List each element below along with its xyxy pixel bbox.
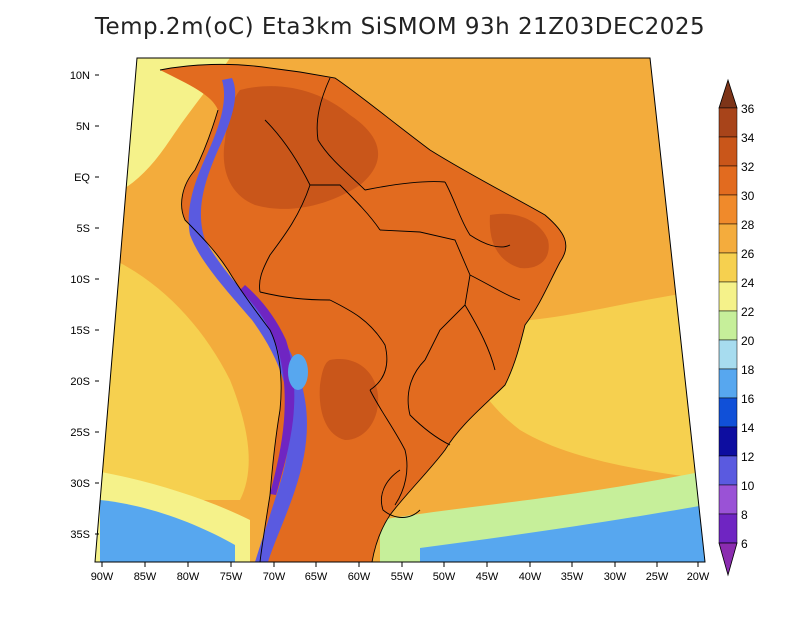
andes-core-coldest	[240, 285, 295, 495]
colorbar-label: 30	[741, 189, 755, 203]
colorbar-label: 10	[741, 479, 755, 493]
hot-region-chaco	[319, 359, 379, 440]
lon-label: 70W	[263, 571, 286, 583]
cold-water-atlantic	[420, 505, 705, 562]
lon-label: 25W	[646, 571, 669, 583]
colorbar-label: 28	[741, 218, 755, 232]
colorbar-swatch	[718, 426, 738, 457]
lat-label: 5S	[77, 223, 90, 235]
lon-label: 85W	[134, 571, 157, 583]
colorbar-label: 16	[741, 392, 755, 406]
lat-label: 10N	[70, 70, 90, 82]
map-frame	[94, 57, 706, 563]
colorbar-swatch	[718, 310, 738, 341]
colorbar-label: 32	[741, 160, 755, 174]
hot-region-amazon	[223, 86, 379, 209]
colorbar-swatch	[718, 252, 738, 283]
colorbar-swatch	[718, 368, 738, 399]
lon-label: 35W	[561, 571, 584, 583]
lon-label: 55W	[391, 571, 414, 583]
lon-label: 90W	[91, 571, 114, 583]
lon-label: 50W	[433, 571, 456, 583]
colorbar-bottom-arrow	[718, 542, 738, 577]
lon-label: 80W	[177, 571, 200, 583]
latitude-axis	[95, 74, 99, 535]
lat-label: EQ	[74, 172, 90, 184]
lon-label: 30W	[604, 571, 627, 583]
longitude-labels: 90W 85W 80W 75W 70W 65W 60W 55W 50W 45W …	[91, 571, 710, 583]
colorbar-label: 20	[741, 334, 755, 348]
colorbar-label: 26	[741, 247, 755, 261]
temperature-field	[95, 58, 705, 562]
colorbar-swatch	[718, 165, 738, 196]
colorbar-label: 24	[741, 276, 755, 290]
altiplano-cool-spot	[288, 354, 308, 390]
colorbar: 36 34 32 30 28 26 24 22 20 18 16 14 12 1…	[718, 78, 755, 577]
colorbar-label: 18	[741, 363, 755, 377]
colorbar-swatch	[718, 281, 738, 312]
colorbar-label: 36	[741, 102, 755, 116]
colorbar-swatch	[718, 339, 738, 370]
colorbar-swatch	[718, 194, 738, 225]
colorbar-label: 22	[741, 305, 755, 319]
colorbar-swatch	[718, 455, 738, 486]
country-borders	[159, 63, 567, 562]
colorbar-top-arrow	[718, 78, 738, 109]
lat-label: 20S	[70, 376, 90, 388]
colorbar-swatch	[718, 107, 738, 138]
lat-label: 15S	[70, 325, 90, 337]
colorbar-swatch	[718, 223, 738, 254]
lat-label: 30S	[70, 478, 90, 490]
ocean-pacific-band	[95, 250, 249, 500]
lon-label: 40W	[519, 571, 542, 583]
colorbar-swatch	[718, 513, 738, 544]
colorbar-swatch	[718, 397, 738, 428]
lat-label: 25S	[70, 427, 90, 439]
lat-label: 10S	[70, 274, 90, 286]
lon-label: 20W	[687, 571, 710, 583]
colorbar-swatch	[718, 484, 738, 515]
colorbar-swatch	[718, 136, 738, 167]
hot-region-northeast	[489, 213, 549, 269]
colorbar-label: 34	[741, 131, 755, 145]
ocean-atlantic-band	[460, 290, 705, 480]
colorbar-label: 6	[741, 537, 748, 551]
colorbar-label: 8	[741, 508, 748, 522]
lat-label: 35S	[70, 529, 90, 541]
longitude-axis	[101, 562, 699, 567]
cold-water-pacific	[100, 500, 235, 562]
lat-label: 5N	[76, 121, 90, 133]
lon-label: 65W	[305, 571, 328, 583]
colorbar-label: 12	[741, 450, 755, 464]
lon-label: 75W	[220, 571, 243, 583]
colorbar-label: 14	[741, 421, 755, 435]
latitude-labels: 10N 5N EQ 5S 10S 15S 20S 25S 30S 35S	[70, 70, 91, 541]
lon-label: 45W	[476, 571, 499, 583]
lon-label: 60W	[348, 571, 371, 583]
map-title: Temp.2m(oC) Eta3km SiSMOM 93h 21Z03DEC20…	[94, 14, 706, 40]
